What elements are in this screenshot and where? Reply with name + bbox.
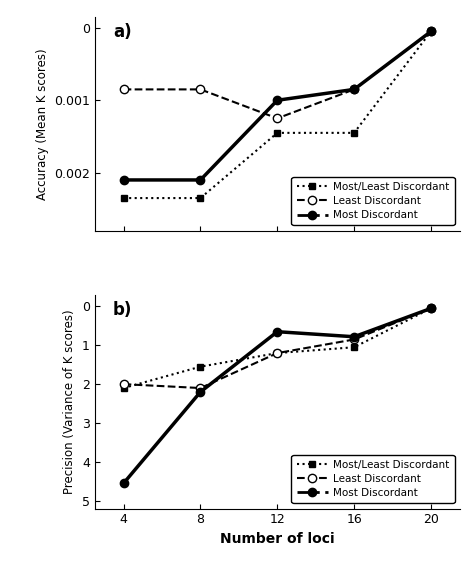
Legend: Most/Least Discordant, Least Discordant, Most Discordant: Most/Least Discordant, Least Discordant,… xyxy=(292,454,455,503)
Y-axis label: Precision (Variance of K scores): Precision (Variance of K scores) xyxy=(64,309,76,494)
Text: b): b) xyxy=(113,301,132,319)
Legend: Most/Least Discordant, Least Discordant, Most Discordant: Most/Least Discordant, Least Discordant,… xyxy=(292,177,455,225)
X-axis label: Number of loci: Number of loci xyxy=(220,532,335,546)
Y-axis label: Accuracy (Mean K scores): Accuracy (Mean K scores) xyxy=(36,48,48,199)
Text: a): a) xyxy=(113,23,132,41)
